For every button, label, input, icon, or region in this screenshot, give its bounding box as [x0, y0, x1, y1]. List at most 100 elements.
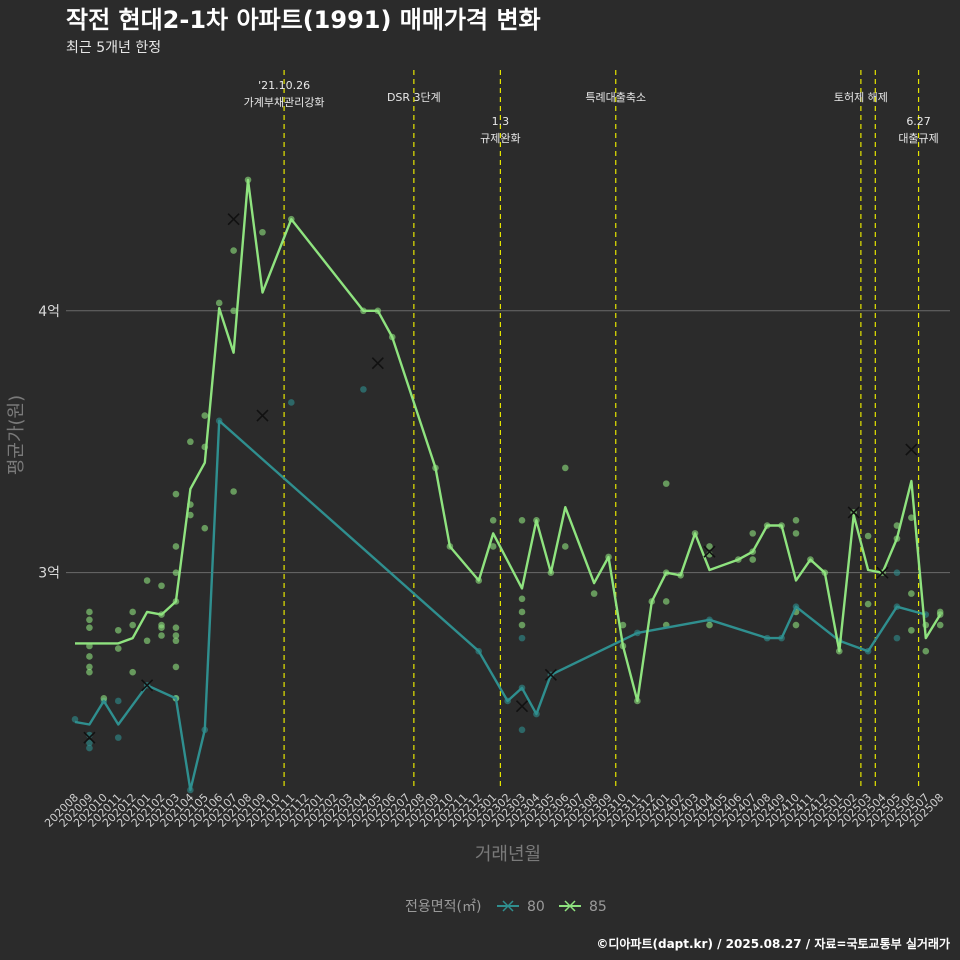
- legend-title: 전용면적(㎡): [405, 899, 481, 915]
- data-point-85: [201, 412, 209, 419]
- event-annotation: 규제완화: [480, 132, 520, 145]
- data-point-80: [114, 697, 122, 705]
- data-point-85: [864, 600, 872, 608]
- data-point-85: [100, 695, 108, 702]
- data-point-85: [590, 590, 598, 597]
- cancelled-marks-layer: [83, 213, 918, 744]
- data-point-85: [259, 228, 266, 236]
- data-point-85: [201, 524, 209, 532]
- grid-layer: 3억 4억: [38, 304, 950, 582]
- data-point-85: [172, 637, 180, 645]
- data-point-85: [489, 516, 497, 524]
- data-point-85: [143, 577, 151, 584]
- data-point-85: [129, 668, 136, 676]
- cancelled-mark-85: [256, 409, 269, 422]
- legend: 전용면적(㎡) 80 85: [405, 899, 607, 915]
- data-point-85: [86, 653, 93, 660]
- series-line-80: [74, 419, 927, 792]
- data-point-85: [230, 488, 237, 495]
- data-point-85: [172, 569, 180, 576]
- data-point-85: [792, 530, 800, 537]
- points-layer: [71, 176, 944, 794]
- data-point-85: [908, 590, 915, 597]
- data-point-85: [172, 632, 180, 639]
- data-point-85: [749, 556, 757, 563]
- event-annotation: 1.3: [492, 115, 510, 128]
- series-line-layer: [74, 178, 942, 792]
- y-tick-label: 4억: [38, 304, 60, 320]
- chart-title: 작전 현대2-1차 아파트(1991) 매매가격 변화: [66, 6, 541, 34]
- data-point-80: [518, 634, 526, 642]
- data-point-85: [561, 543, 569, 550]
- y-axis-label: 평균가(원): [6, 395, 27, 475]
- data-point-80: [114, 734, 122, 741]
- cancelled-mark-80: [515, 700, 529, 713]
- legend-label-85: 85: [589, 899, 607, 915]
- cancelled-mark-85: [847, 506, 860, 519]
- legend-label-80: 80: [527, 899, 545, 915]
- data-point-85: [172, 490, 180, 498]
- data-point-85: [86, 624, 93, 631]
- legend-swatch-cross: [502, 900, 514, 912]
- data-point-85: [86, 668, 93, 676]
- data-point-80: [893, 634, 901, 642]
- event-annotation: 가계부채관리강화: [244, 96, 325, 109]
- data-point-85: [518, 516, 526, 524]
- data-point-85: [187, 438, 194, 446]
- x-tick-layer: 2020082020092020102020112020122021012021…: [42, 791, 946, 830]
- data-point-85: [561, 464, 569, 472]
- cancelled-mark-85: [227, 213, 240, 226]
- data-point-85: [864, 532, 872, 540]
- data-point-85: [172, 624, 180, 631]
- data-point-85: [518, 621, 526, 629]
- data-point-85: [518, 608, 526, 616]
- event-annotation: 토허제 해제: [834, 90, 888, 104]
- data-point-85: [936, 621, 944, 629]
- series-line-85: [75, 178, 942, 703]
- data-point-85: [230, 247, 237, 254]
- data-point-85: [230, 307, 237, 315]
- data-point-85: [86, 616, 93, 624]
- data-point-85: [922, 647, 930, 655]
- event-layer: '21.10.26 가계부채관리강화 DSR 3단계 1.3 규제완화 특례대출축소 토허제…: [244, 70, 939, 790]
- event-annotation: '21.10.26: [258, 79, 310, 92]
- data-point-80: [360, 386, 367, 393]
- data-point-85: [187, 511, 194, 519]
- data-point-85: [114, 626, 122, 634]
- data-point-80: [86, 739, 93, 747]
- data-point-85: [749, 530, 757, 537]
- data-point-80: [86, 744, 93, 752]
- data-point-85: [158, 624, 165, 631]
- data-point-85: [706, 543, 713, 550]
- data-point-85: [908, 626, 915, 634]
- y-tick-label: 3억: [38, 566, 60, 582]
- event-annotation: 특례대출축소: [585, 91, 646, 104]
- cancelled-mark-80: [371, 357, 384, 370]
- cancelled-mark-80: [544, 668, 557, 681]
- event-annotation: DSR 3단계: [387, 91, 441, 104]
- data-point-80: [893, 569, 901, 576]
- data-point-85: [792, 621, 800, 629]
- cancelled-mark-85: [905, 443, 918, 456]
- legend-swatch-cross: [564, 900, 576, 912]
- data-point-80: [71, 716, 79, 723]
- cancelled-mark-80: [83, 731, 96, 744]
- event-annotation: 대출규제: [898, 132, 938, 145]
- data-point-85: [662, 598, 670, 605]
- data-point-85: [908, 514, 915, 521]
- event-annotation: 6.27: [906, 115, 931, 128]
- data-point-85: [86, 608, 93, 616]
- data-point-85: [129, 608, 136, 616]
- data-point-85: [158, 582, 165, 590]
- cancelled-mark-85: [876, 566, 889, 579]
- data-point-85: [518, 595, 526, 603]
- data-point-85: [172, 663, 180, 671]
- data-point-85: [172, 543, 180, 550]
- data-point-80: [288, 399, 295, 406]
- data-point-85: [114, 645, 122, 652]
- data-point-85: [706, 621, 713, 629]
- data-point-85: [143, 637, 151, 645]
- data-point-85: [129, 621, 136, 629]
- data-point-85: [792, 516, 800, 524]
- data-point-85: [662, 480, 670, 487]
